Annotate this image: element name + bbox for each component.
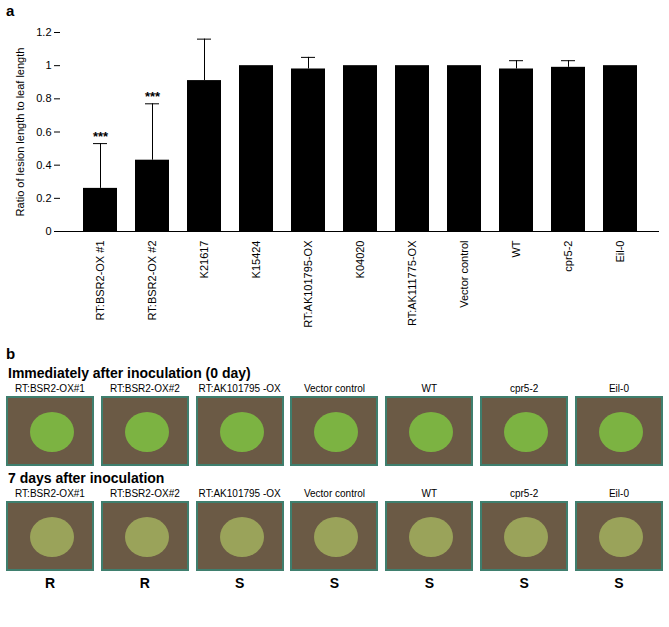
html-text:Eil-0: Eil-0 xyxy=(609,383,629,394)
svg-text:0.2: 0.2 xyxy=(36,192,51,204)
svg-text:0.8: 0.8 xyxy=(36,92,51,104)
svg-text:Vector control: Vector control xyxy=(458,241,470,308)
svg-text:0: 0 xyxy=(45,225,51,237)
html-text:cpr5-2: cpr5-2 xyxy=(510,383,539,394)
html-text:Vector control: Vector control xyxy=(303,488,366,499)
html-text:RT:BSR2-OX#2: RT:BSR2-OX#2 xyxy=(109,488,180,499)
html-text:a: a xyxy=(6,2,15,19)
html-text:Vector control: Vector control xyxy=(303,383,366,394)
svg-text:RT:BSR2-OX #2: RT:BSR2-OX #2 xyxy=(146,241,158,321)
svg-text:Ratio of lesion length to leaf: Ratio of lesion length to leaf length xyxy=(14,48,26,217)
svg-text:***: *** xyxy=(93,129,109,144)
svg-text:0.4: 0.4 xyxy=(36,159,51,171)
svg-text:cpr5-2: cpr5-2 xyxy=(562,241,574,272)
svg-text:RT:AK111775-OX: RT:AK111775-OX xyxy=(406,240,418,326)
svg-text:K21617: K21617 xyxy=(198,241,210,279)
html-text:RT:AK101795 -OX: RT:AK101795 -OX xyxy=(198,383,281,394)
svg-text:WT: WT xyxy=(510,240,522,257)
html-text:R: R xyxy=(44,575,56,591)
svg-text:K15424: K15424 xyxy=(250,241,262,279)
html-text:S: S xyxy=(614,575,624,591)
html-text:S: S xyxy=(519,575,529,591)
html-text:S: S xyxy=(424,575,434,591)
html-text:WT: WT xyxy=(421,488,438,499)
html-text:S: S xyxy=(235,575,245,591)
html-text:RT:BSR2-OX#1: RT:BSR2-OX#1 xyxy=(15,383,85,394)
svg-text:K04020: K04020 xyxy=(354,241,366,279)
html-text:RT:AK101795 -OX: RT:AK101795 -OX xyxy=(198,488,281,499)
svg-text:RT:AK101795-OX: RT:AK101795-OX xyxy=(302,240,314,328)
html-text:cpr5-2: cpr5-2 xyxy=(510,488,539,499)
html-text:Eil-0: Eil-0 xyxy=(609,488,629,499)
html-text:S: S xyxy=(329,575,340,591)
html-text:b: b xyxy=(6,345,16,362)
html-text:7 days after inoculation: 7 days after inoculation xyxy=(8,470,165,486)
html-text:R: R xyxy=(139,575,150,591)
html-text:RT:BSR2-OX#1: RT:BSR2-OX#1 xyxy=(15,488,85,499)
svg-text:1.2: 1.2 xyxy=(36,26,51,38)
html-text:RT:BSR2-OX#2: RT:BSR2-OX#2 xyxy=(109,383,180,394)
html-text:Immediately after inoculation: Immediately after inoculation (0 day) xyxy=(8,365,251,381)
svg-text:***: *** xyxy=(145,89,161,104)
html-text:WT: WT xyxy=(421,383,438,394)
svg-text:Eil-0: Eil-0 xyxy=(614,241,626,263)
svg-text:1: 1 xyxy=(45,59,51,71)
svg-text:0.6: 0.6 xyxy=(36,126,51,138)
svg-text:RT:BSR2-OX #1: RT:BSR2-OX #1 xyxy=(94,241,106,321)
